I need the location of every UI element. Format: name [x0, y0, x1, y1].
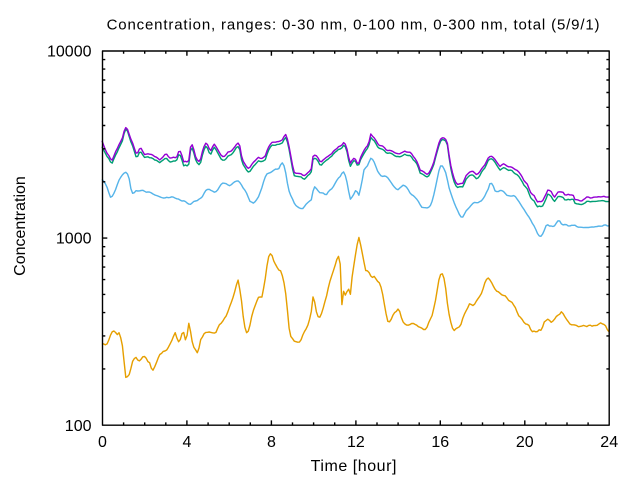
- svg-text:Time [hour]: Time [hour]: [311, 458, 397, 475]
- svg-text:0: 0: [98, 434, 107, 451]
- svg-text:4: 4: [182, 434, 191, 451]
- svg-text:20: 20: [516, 434, 534, 451]
- svg-text:Concentration: Concentration: [12, 176, 29, 276]
- svg-text:100: 100: [65, 418, 92, 435]
- svg-text:16: 16: [431, 434, 449, 451]
- svg-text:24: 24: [600, 434, 618, 451]
- svg-text:12: 12: [347, 434, 365, 451]
- svg-text:Concentration, ranges: 0-30 nm: Concentration, ranges: 0-30 nm, 0-100 nm…: [107, 17, 601, 34]
- svg-text:10000: 10000: [47, 44, 92, 61]
- svg-text:1000: 1000: [56, 231, 92, 248]
- svg-text:8: 8: [267, 434, 276, 451]
